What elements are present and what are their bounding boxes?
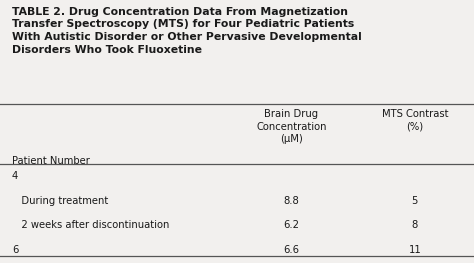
Text: TABLE 2. Drug Concentration Data From Magnetization
Transfer Spectroscopy (MTS) : TABLE 2. Drug Concentration Data From Ma… — [12, 7, 362, 55]
Text: 4: 4 — [12, 171, 18, 181]
Text: 5: 5 — [411, 196, 418, 206]
Text: MTS Contrast
(%): MTS Contrast (%) — [382, 109, 448, 132]
Text: During treatment: During treatment — [12, 196, 108, 206]
Text: Brain Drug
Concentration
(μM): Brain Drug Concentration (μM) — [256, 109, 327, 144]
Text: Patient Number: Patient Number — [12, 156, 90, 166]
Text: 2 weeks after discontinuation: 2 weeks after discontinuation — [12, 220, 169, 230]
Text: 8.8: 8.8 — [283, 196, 300, 206]
Text: 6.2: 6.2 — [283, 220, 300, 230]
Text: 11: 11 — [409, 245, 421, 255]
Text: 6: 6 — [12, 245, 18, 255]
Text: 8: 8 — [411, 220, 418, 230]
Text: 6.6: 6.6 — [283, 245, 300, 255]
